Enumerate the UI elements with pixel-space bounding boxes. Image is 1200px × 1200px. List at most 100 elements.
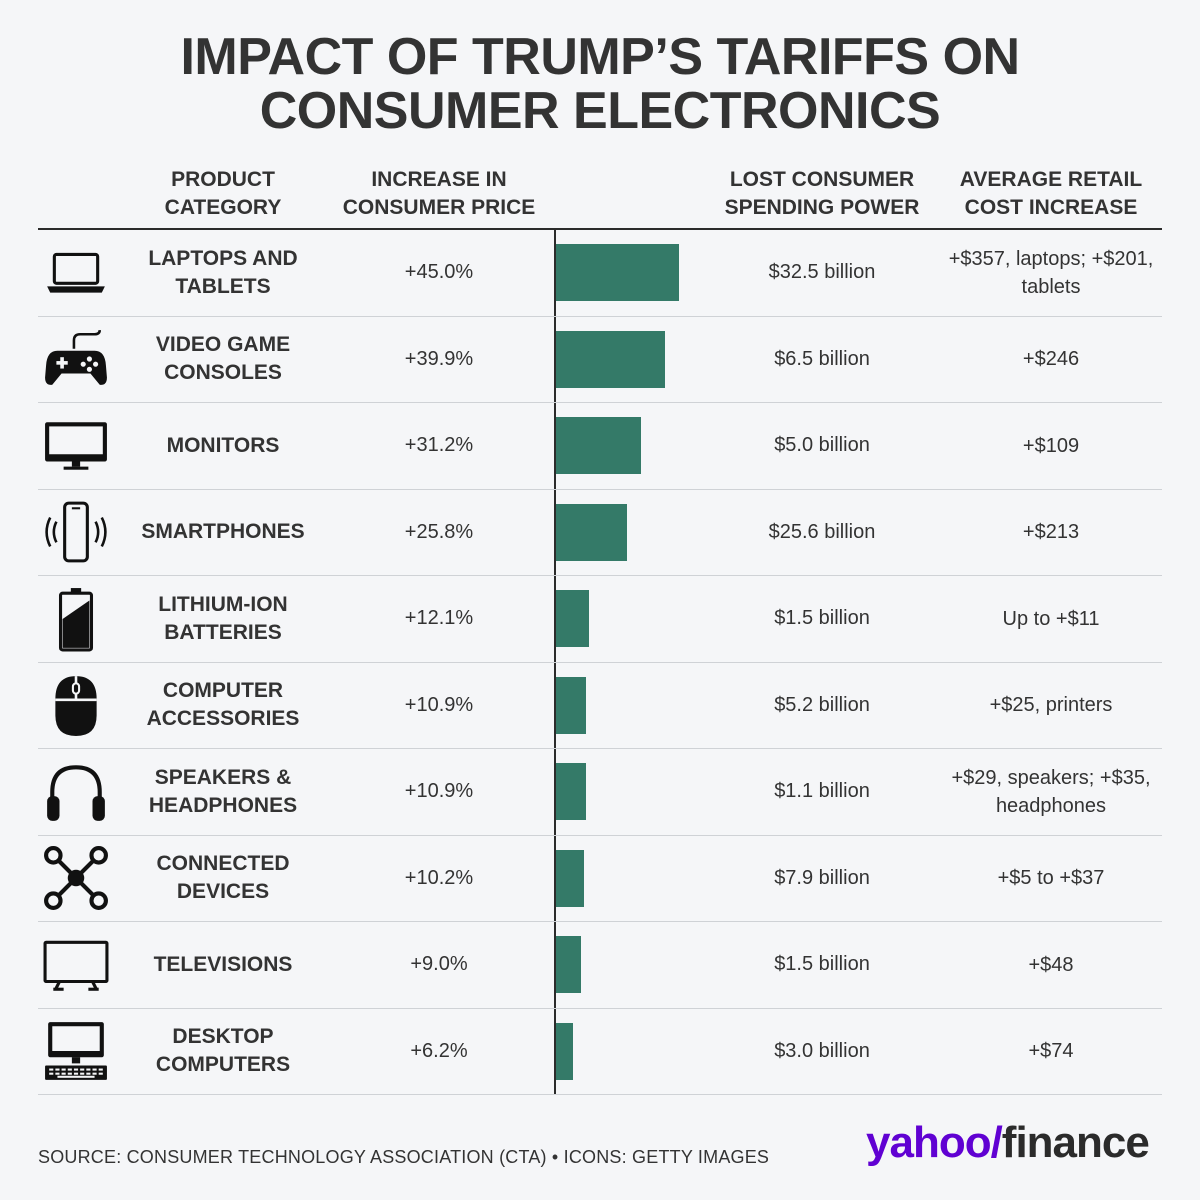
bar-axis-line bbox=[554, 403, 556, 489]
lost-spending-value: $1.5 billion bbox=[774, 607, 870, 630]
battery-icon bbox=[38, 576, 114, 662]
column-header-price-increase: INCREASE IN CONSUMER PRICE bbox=[329, 166, 549, 222]
laptop-icon bbox=[38, 230, 114, 316]
bar bbox=[556, 936, 581, 993]
lost-spending-value: $5.2 billion bbox=[774, 693, 870, 716]
header-divider bbox=[38, 228, 1162, 230]
column-header-text: INCREASE IN bbox=[371, 168, 507, 191]
bar-axis-line bbox=[554, 1008, 556, 1094]
mouse-icon bbox=[38, 663, 114, 749]
column-header-avg-cost: AVERAGE RETAIL COST INCREASE bbox=[940, 166, 1162, 222]
headphones-icon bbox=[38, 749, 114, 835]
bar-axis-line bbox=[554, 922, 556, 1008]
column-header-text: PRODUCT bbox=[171, 168, 275, 191]
product-category: DESKTOP COMPUTERS bbox=[155, 1025, 291, 1077]
avg-cost-value: +$5 to +$37 bbox=[997, 867, 1105, 890]
bar bbox=[556, 763, 586, 820]
column-header-text: LOST CONSUMER bbox=[729, 168, 915, 191]
chart-title: IMPACT OF TRUMP’S TARIFFS ON CONSUMER EL… bbox=[0, 30, 1200, 138]
price-increase-value: +6.2% bbox=[410, 1039, 468, 1062]
bar-cell bbox=[554, 835, 754, 921]
lost-spending-value: $32.5 billion bbox=[768, 261, 876, 284]
price-increase-value: +10.9% bbox=[404, 693, 474, 716]
bar-cell bbox=[554, 749, 754, 835]
bar-cell bbox=[554, 662, 754, 748]
bar bbox=[556, 417, 641, 474]
source-note: SOURCE: CONSUMER TECHNOLOGY ASSOCIATION … bbox=[38, 1147, 770, 1167]
table-row: DESKTOP COMPUTERS +6.2% $3.0 billion +$74 bbox=[38, 1008, 1162, 1095]
bar-cell bbox=[554, 489, 754, 575]
table-row: COMPUTER ACCESSORIES +10.9% $5.2 billion +$… bbox=[38, 662, 1162, 749]
yahoo-finance-logo: yahoo/finance bbox=[866, 1118, 1150, 1168]
column-header-text: AVERAGE RETAIL bbox=[959, 168, 1143, 191]
avg-cost-value: +$213 bbox=[1022, 521, 1080, 544]
avg-cost-value: Up to +$11 bbox=[1002, 607, 1100, 630]
product-category: LITHIUM-ION BATTERIES bbox=[158, 592, 288, 644]
bar bbox=[556, 503, 627, 561]
logo-finance: finance bbox=[1001, 1118, 1150, 1167]
bar bbox=[556, 330, 665, 388]
bar-cell bbox=[554, 316, 754, 402]
bar-axis-line bbox=[554, 835, 556, 921]
table-row: TELEVISIONS +9.0% $1.5 billion +$48 bbox=[38, 922, 1162, 1009]
price-increase-value: +39.9% bbox=[404, 347, 474, 370]
avg-cost-value: +$25, printers bbox=[989, 694, 1113, 717]
bar-axis-line bbox=[554, 662, 556, 748]
price-increase-value: +10.2% bbox=[404, 866, 474, 889]
product-category: VIDEO GAME CONSOLES bbox=[155, 333, 291, 385]
bar-axis-line bbox=[554, 749, 556, 835]
bar-axis-line bbox=[554, 576, 556, 662]
product-category: SMARTPHONES bbox=[141, 520, 305, 544]
data-table: LAPTOPS AND TABLETS +45.0% $32.5 billion +$… bbox=[38, 230, 1162, 1095]
column-header-text: CONSUMER PRICE bbox=[342, 196, 536, 219]
bar-cell bbox=[554, 403, 754, 489]
lost-spending-value: $25.6 billion bbox=[768, 520, 876, 543]
avg-cost-value: +$48 bbox=[1028, 953, 1074, 976]
price-increase-value: +9.0% bbox=[410, 953, 468, 976]
chart-title-line-1: IMPACT OF TRUMP’S TARIFFS ON bbox=[180, 28, 1020, 86]
avg-cost-value: +$246 bbox=[1022, 348, 1080, 371]
product-category: COMPUTER ACCESSORIES bbox=[146, 679, 300, 731]
table-row: LITHIUM-ION BATTERIES +12.1% $1.5 billion U… bbox=[38, 576, 1162, 663]
avg-cost-value: +$357, laptops; +$201, tablets bbox=[948, 247, 1154, 298]
television-icon bbox=[38, 922, 114, 1008]
avg-cost-value: +$74 bbox=[1028, 1040, 1074, 1063]
bar bbox=[556, 849, 584, 907]
lost-spending-value: $5.0 billion bbox=[774, 434, 870, 457]
bar bbox=[556, 1022, 573, 1080]
bar bbox=[556, 244, 679, 301]
column-header-product-category: PRODUCT CATEGORY bbox=[133, 166, 313, 222]
bar-cell bbox=[554, 922, 754, 1008]
bar-cell bbox=[554, 1008, 754, 1094]
avg-cost-value: +$29, speakers; +$35, headphones bbox=[951, 766, 1151, 817]
monitor-icon bbox=[38, 403, 114, 489]
smartphone-icon bbox=[38, 490, 114, 576]
game-controller-icon bbox=[38, 317, 114, 403]
bar-axis-line bbox=[554, 489, 556, 575]
column-header-text: CATEGORY bbox=[164, 196, 282, 219]
lost-spending-value: $1.1 billion bbox=[774, 780, 870, 803]
product-category: TELEVISIONS bbox=[153, 952, 293, 976]
product-category: MONITORS bbox=[166, 433, 280, 457]
bar bbox=[556, 590, 589, 647]
product-category: CONNECTED DEVICES bbox=[156, 852, 290, 904]
bar bbox=[556, 676, 586, 734]
logo-yahoo: yahoo/ bbox=[866, 1118, 1003, 1167]
table-row: VIDEO GAME CONSOLES +39.9% $6.5 billion +$2… bbox=[38, 316, 1162, 403]
connected-devices-icon bbox=[38, 836, 114, 922]
bar-axis-line bbox=[554, 230, 556, 316]
product-category: SPEAKERS & HEADPHONES bbox=[148, 765, 298, 817]
price-increase-value: +45.0% bbox=[404, 261, 474, 284]
desktop-computer-icon bbox=[38, 1009, 114, 1095]
lost-spending-value: $7.9 billion bbox=[774, 866, 870, 889]
bar-cell bbox=[554, 230, 754, 316]
lost-spending-value: $1.5 billion bbox=[774, 953, 870, 976]
table-row: SMARTPHONES +25.8% $25.6 billion +$213 bbox=[38, 489, 1162, 576]
price-increase-value: +10.9% bbox=[404, 780, 474, 803]
column-header-text: COST INCREASE bbox=[964, 196, 1138, 219]
price-increase-value: +12.1% bbox=[404, 607, 474, 630]
product-category: LAPTOPS AND TABLETS bbox=[148, 246, 298, 298]
column-header-lost-spending: LOST CONSUMER SPENDING POWER bbox=[712, 166, 932, 222]
bar-cell bbox=[554, 576, 754, 662]
table-row: SPEAKERS & HEADPHONES +10.9% $1.1 billion +… bbox=[38, 749, 1162, 836]
